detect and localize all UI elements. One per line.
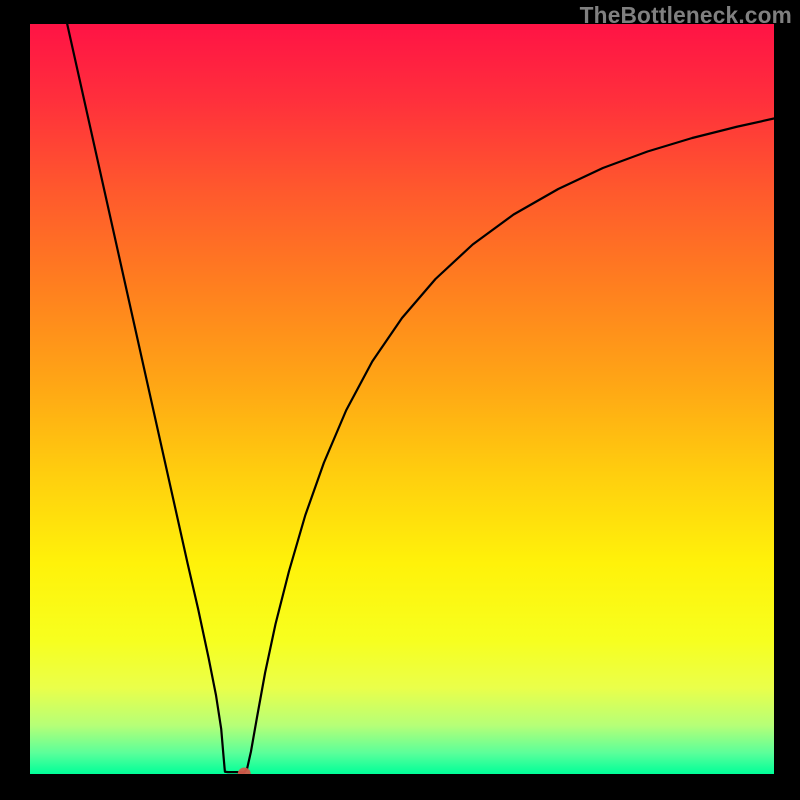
minimum-marker	[238, 768, 251, 781]
chart-svg	[0, 0, 800, 800]
watermark-text: TheBottleneck.com	[580, 2, 792, 29]
gradient-background	[30, 24, 774, 774]
chart-frame: { "watermark": { "text": "TheBottleneck.…	[0, 0, 800, 800]
